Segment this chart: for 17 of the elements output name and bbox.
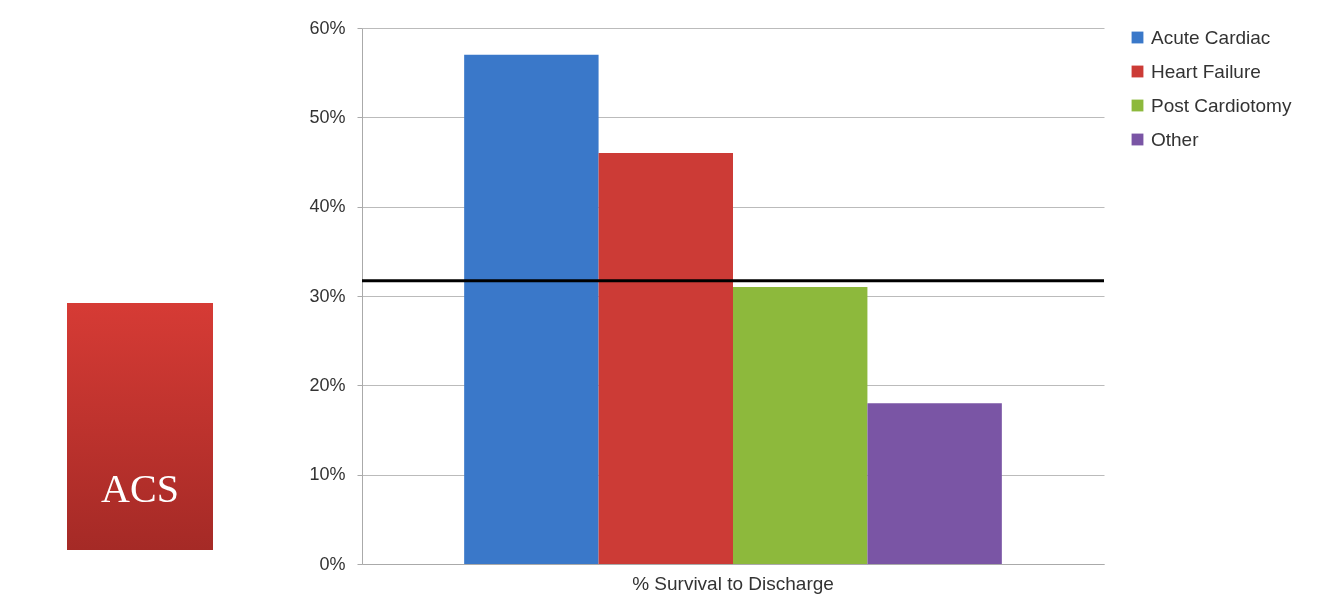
bar [867,403,1002,564]
legend-label: Other [1151,128,1200,150]
bar [598,153,733,564]
y-tick-label: 20% [309,374,346,395]
y-tick-label: 50% [309,106,346,127]
bar [464,54,599,564]
y-tick-label: 60% [309,17,346,38]
y-tick-label: 10% [309,464,346,485]
y-tick-label: 40% [309,196,346,217]
legend-label: Post Cardiotomy [1151,94,1292,116]
y-tick-label: 0% [319,553,346,574]
bar [733,287,868,564]
x-tick-label: % Survival to Discharge [632,572,834,594]
legend-label: Acute Cardiac [1151,26,1271,48]
legend-label: Heart Failure [1151,60,1261,82]
label-box: ACS [67,303,213,550]
y-tick-label: 30% [309,285,346,306]
